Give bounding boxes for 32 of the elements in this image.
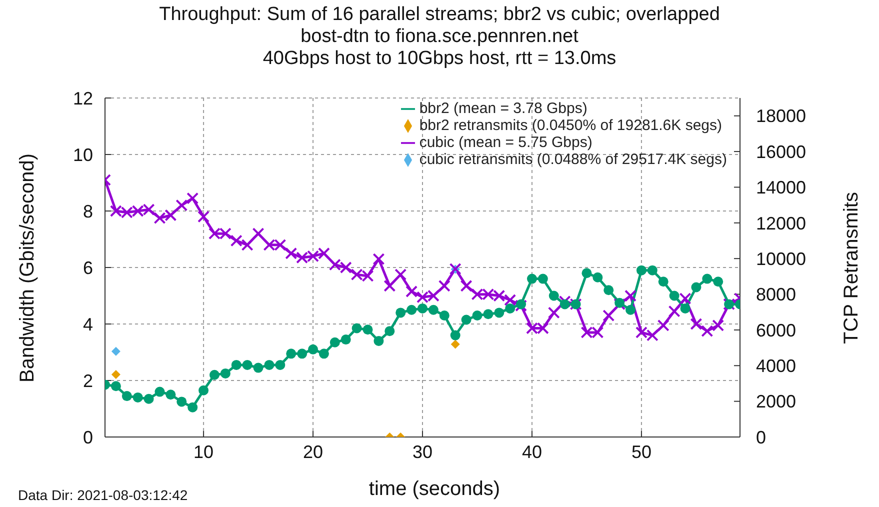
y2-axis-title: TCP Retransmits: [840, 192, 864, 344]
chart-title: Throughput: Sum of 16 parallel streams; bbr2 vs cubic; overlapped: [158, 4, 721, 26]
x-tick-label: 30: [412, 442, 433, 462]
y-tick-label: 6: [82, 258, 93, 278]
y2-tick-label: 2000: [756, 392, 796, 412]
y-tick-label: 12: [72, 88, 93, 108]
legend-label: cubic (mean = 5.75 Gbps): [419, 134, 592, 151]
y2-tick-label: 6000: [756, 320, 796, 340]
chart-subtitle: bost-dtn to fiona.sce.pennren.net 40Gbps host to 10Gbps host, rtt = 13.0ms: [262, 26, 618, 70]
y2-tick-label: 18000: [756, 106, 806, 126]
x-tick-label: 10: [194, 442, 214, 462]
y2-tick-label: 12000: [756, 213, 806, 234]
legend-label: cubic retransmits (0.0488% of 29517.4K segs): [419, 151, 727, 168]
legend-label: bbr2 (mean = 3.78 Gbps): [419, 100, 588, 117]
x-tick-label: 50: [631, 442, 652, 462]
y2-tick-label: 4000: [756, 356, 796, 376]
y-tick-label: 10: [72, 144, 93, 165]
text: Data Dir: 2021-08-03:12:42: [18, 487, 188, 503]
x-tick-label: 40: [522, 442, 542, 462]
y2-tick-label: 10000: [756, 248, 806, 269]
y2-tick-label: 8000: [756, 284, 796, 305]
y-tick-label: 4: [82, 314, 93, 334]
y2-tick-label: 14000: [756, 178, 806, 198]
legend-label: bbr2 retransmits (0.0450% of 19281.6K segs): [419, 117, 722, 134]
y-tick-label: 8: [82, 201, 93, 222]
y-tick-label: 2: [82, 370, 93, 391]
x-axis-title: time (seconds): [368, 478, 500, 500]
y2-tick-label: 0: [756, 427, 766, 448]
y-tick-label: 0: [82, 427, 93, 448]
x-tick-label: 20: [303, 442, 324, 462]
y-axis-title: Bandwidth (Gbits/second): [16, 153, 40, 383]
y2-tick-label: 16000: [756, 142, 806, 162]
